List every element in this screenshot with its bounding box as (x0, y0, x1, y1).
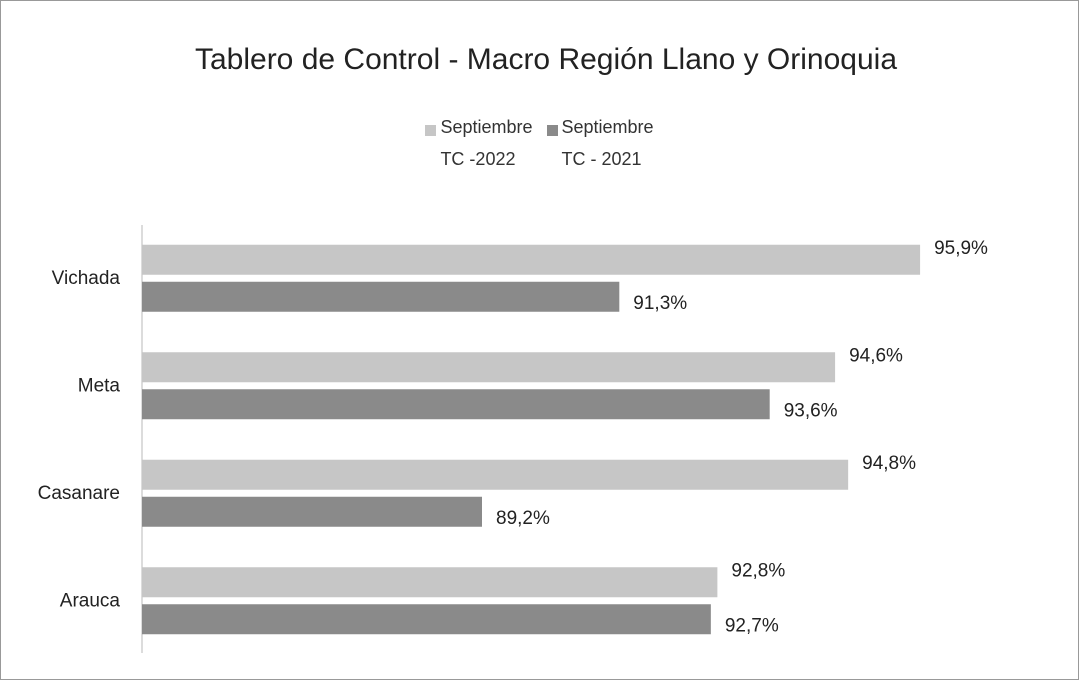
value-label: 94,6% (849, 345, 903, 366)
bar (142, 281, 620, 312)
bar (142, 352, 836, 383)
y-tick-label: Meta (78, 375, 121, 396)
value-label: 91,3% (633, 293, 687, 314)
bar (142, 389, 770, 420)
bar (142, 459, 849, 490)
bar (142, 496, 482, 527)
value-label: 93,6% (784, 400, 838, 421)
legend-item: Septiembre TC -2022 (425, 117, 533, 175)
legend: Septiembre TC -2022 Septiembre TC - 2021 (1, 117, 1078, 175)
legend-label: Septiembre TC - 2021 (561, 117, 654, 169)
chart-title: Tablero de Control - Macro Región Llano … (195, 43, 897, 76)
value-label: 92,8% (731, 560, 785, 581)
bar (142, 567, 718, 598)
y-tick-label: Casanare (38, 483, 120, 504)
value-label: 94,8% (862, 453, 916, 474)
value-label: 89,2% (496, 508, 550, 529)
y-tick-label: Arauca (60, 590, 121, 611)
legend-label: Septiembre TC -2022 (440, 117, 533, 169)
legend-swatch (425, 125, 437, 136)
legend-swatch (546, 125, 558, 136)
value-label: 95,9% (934, 238, 988, 259)
y-tick-label: Vichada (52, 268, 121, 289)
value-label: 92,7% (725, 615, 779, 636)
bar (142, 244, 921, 275)
bar (142, 604, 711, 635)
legend-item: Septiembre TC - 2021 (546, 117, 654, 175)
